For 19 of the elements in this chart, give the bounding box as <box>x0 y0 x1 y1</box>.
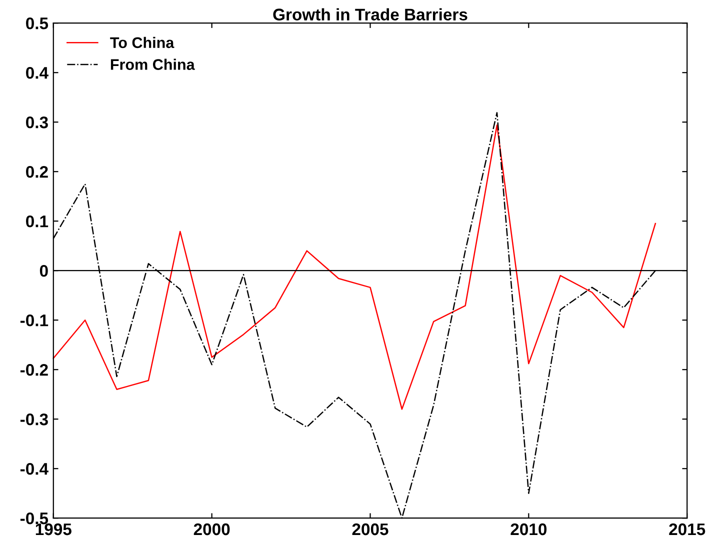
legend-label: To China <box>110 36 174 48</box>
y-tick-label: 0.5 <box>26 18 48 30</box>
y-tick-label: 0 <box>40 265 48 277</box>
y-tick-label: -0.2 <box>20 364 48 376</box>
chart-title: Growth in Trade Barriers <box>273 8 468 20</box>
y-tick-label: -0.5 <box>20 512 48 524</box>
x-tick-label: 2005 <box>352 523 388 536</box>
y-tick-label: -0.3 <box>20 414 48 426</box>
y-tick-label: 0.2 <box>26 166 48 178</box>
y-tick-label: -0.1 <box>20 314 48 326</box>
x-tick-label: 2015 <box>669 523 706 536</box>
x-tick-label: 2000 <box>194 523 230 536</box>
x-tick-label: 1995 <box>36 523 72 536</box>
y-tick-label: 0.4 <box>26 67 48 79</box>
x-tick-label: 2010 <box>510 523 547 536</box>
y-tick-label: -0.4 <box>20 463 48 475</box>
y-tick-label: 0.3 <box>26 116 48 128</box>
legend-label: From China <box>110 58 195 70</box>
y-tick-label: 0.1 <box>26 216 48 228</box>
